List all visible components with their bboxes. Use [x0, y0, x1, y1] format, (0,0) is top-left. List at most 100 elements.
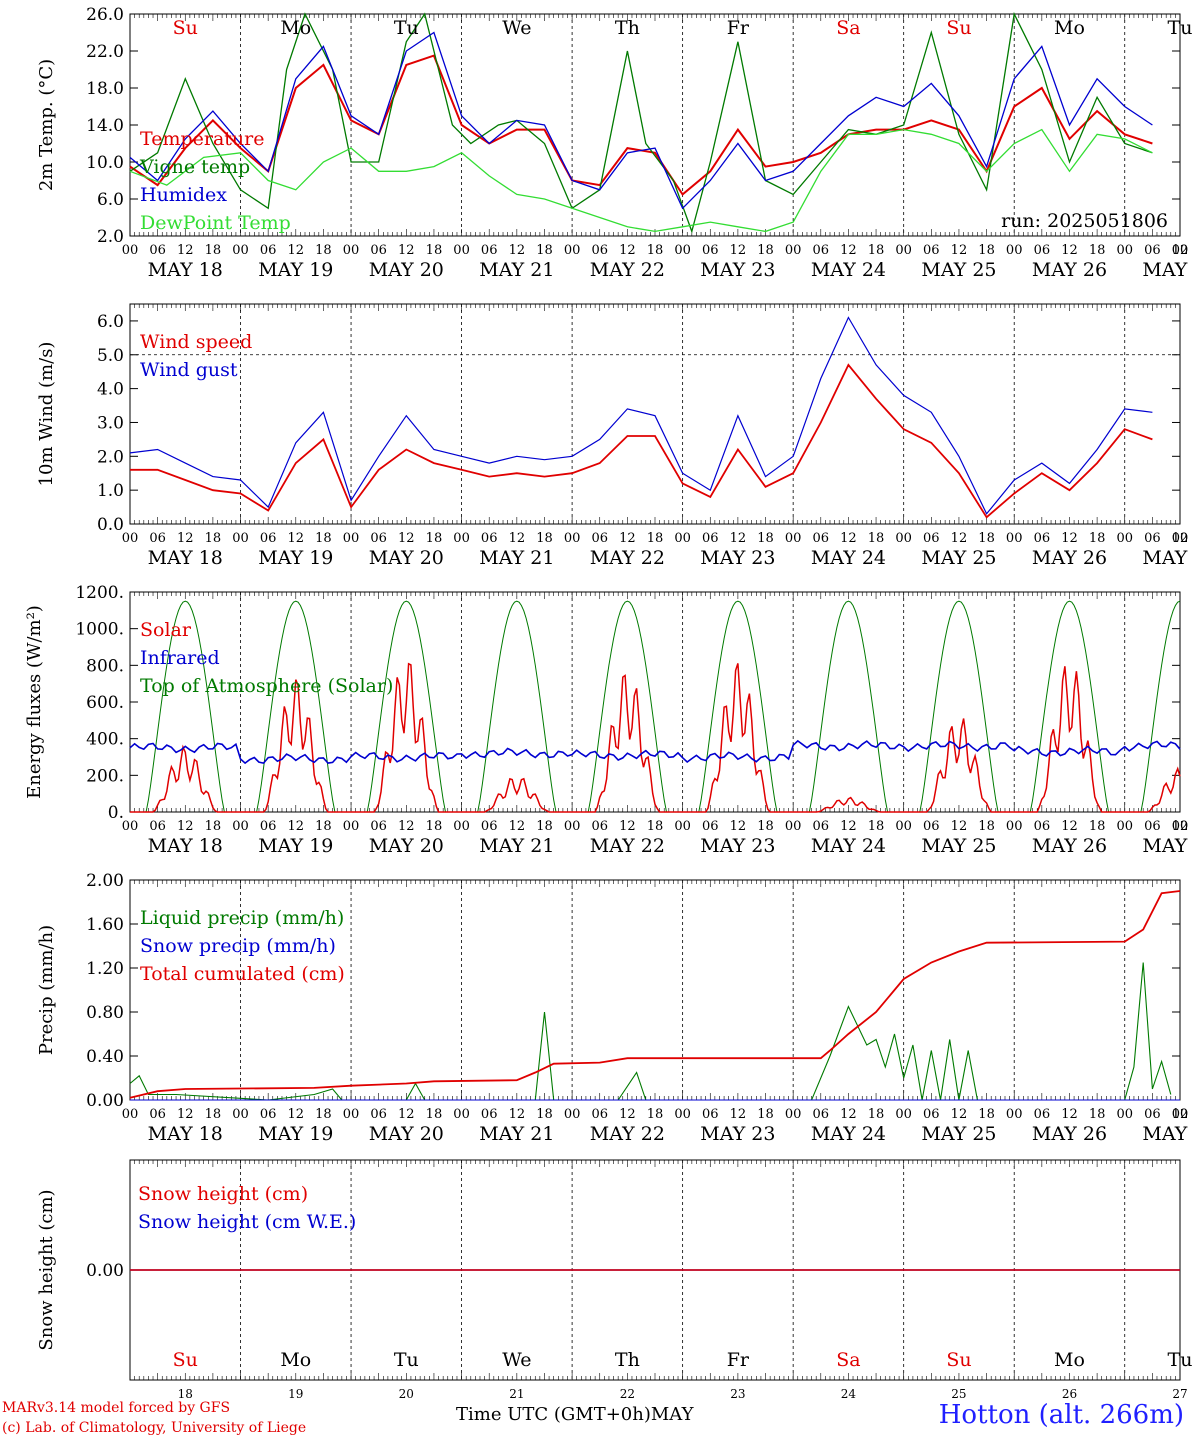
hour-label: 12 — [840, 819, 857, 834]
day-number: 26 — [1062, 1387, 1077, 1401]
day-letter: Su — [173, 17, 198, 39]
series-line — [129, 31, 1153, 210]
hour-label: 00 — [1006, 819, 1023, 834]
hour-label: 06 — [370, 819, 387, 834]
hour-label: 06 — [260, 819, 277, 834]
hour-label: 00 — [1116, 819, 1133, 834]
hour-label: 18 — [1089, 243, 1106, 258]
date-label: MAY 22 — [590, 547, 665, 569]
date-label: MAY 23 — [700, 1123, 775, 1145]
hour-label: 18 — [978, 531, 995, 546]
lab-credit: (c) Lab. of Climatology, University of L… — [2, 1420, 307, 1436]
legend-entry: Wind gust — [140, 359, 238, 381]
hour-label: 18 — [205, 243, 222, 258]
hour-label: 06 — [702, 819, 719, 834]
legend-entry: Total cumulated (cm) — [140, 963, 345, 985]
hour-label: 12 — [177, 819, 194, 834]
day-letter: Su — [173, 1349, 198, 1371]
hour-label: 12 — [509, 1107, 526, 1122]
hour-label: 06 — [1034, 243, 1051, 258]
hour-label: 06 — [591, 243, 608, 258]
hour-label: 12 — [509, 531, 526, 546]
date-label: MAY 22 — [590, 1123, 665, 1145]
hour-label: 00 — [1172, 243, 1189, 258]
date-label: MAY 26 — [1032, 1123, 1107, 1145]
panel-1-frame — [129, 303, 1181, 525]
hour-label: 00 — [785, 243, 802, 258]
date-label: MAY 24 — [811, 547, 886, 569]
hour-label: 06 — [481, 1107, 498, 1122]
hour-label: 00 — [1172, 1107, 1189, 1122]
day-letter: Tu — [394, 17, 419, 39]
series-line — [130, 600, 1181, 813]
date-label: MAY 20 — [369, 835, 444, 857]
hour-label: 12 — [840, 531, 857, 546]
legend-entry: Infrared — [140, 647, 220, 669]
hour-label: 00 — [453, 1107, 470, 1122]
hour-label: 06 — [923, 1107, 940, 1122]
hour-label: 00 — [232, 243, 249, 258]
y-tick-label: 1.20 — [86, 959, 124, 979]
hour-label: 12 — [288, 531, 305, 546]
hour-label: 00 — [1172, 531, 1189, 546]
hour-label: 00 — [122, 819, 139, 834]
hour-label: 12 — [1172, 1107, 1189, 1122]
hour-label: 00 — [1006, 531, 1023, 546]
y-axis-label: Precip (mm/h) — [36, 925, 57, 1055]
y-tick-label: 14.0 — [86, 116, 124, 136]
hour-label: 00 — [1116, 243, 1133, 258]
y-tick-label: 2.00 — [86, 871, 124, 891]
day-letter: We — [502, 17, 531, 39]
hour-label: 18 — [868, 243, 885, 258]
hour-label: 06 — [813, 1107, 830, 1122]
series-line — [129, 316, 1153, 515]
date-label: MAY 22 — [590, 835, 665, 857]
hour-label: 18 — [426, 243, 443, 258]
y-tick-label: 0. — [108, 803, 124, 823]
hour-label: 12 — [1061, 531, 1078, 546]
hour-label: 06 — [149, 1107, 166, 1122]
hour-label: 06 — [813, 531, 830, 546]
series-line — [129, 890, 1181, 1099]
hour-label: 18 — [647, 243, 664, 258]
date-label: MAY 18 — [148, 1123, 223, 1145]
date-label: MAY 21 — [479, 1123, 554, 1145]
hour-label: 18 — [868, 531, 885, 546]
y-axis-label: Energy fluxes (W/m²) — [24, 605, 45, 799]
hour-label: 18 — [757, 531, 774, 546]
date-label: MAY 21 — [479, 835, 554, 857]
hour-label: 18 — [757, 1107, 774, 1122]
hour-label: 12 — [1061, 819, 1078, 834]
y-tick-label: 1.60 — [86, 915, 124, 935]
date-label: MAY 24 — [811, 1123, 886, 1145]
hour-label: 00 — [453, 531, 470, 546]
day-number: 24 — [841, 1387, 857, 1401]
y-tick-label: 1200. — [75, 583, 124, 603]
date-label: MAY 24 — [811, 835, 886, 857]
day-number: 21 — [509, 1387, 524, 1401]
hour-label: 12 — [1172, 531, 1189, 546]
day-letter: Sa — [836, 17, 860, 39]
hour-label: 06 — [813, 819, 830, 834]
hour-label: 12 — [1061, 243, 1078, 258]
hour-label: 00 — [674, 819, 691, 834]
hour-label: 00 — [122, 1107, 139, 1122]
series-line — [129, 128, 1153, 233]
hour-label: 18 — [1089, 1107, 1106, 1122]
y-tick-label: 200. — [86, 766, 124, 786]
y-axis-label: 2m Temp. (°C) — [36, 59, 57, 191]
hour-label: 00 — [564, 243, 581, 258]
series-line — [129, 962, 1172, 1101]
hour-label: 18 — [868, 819, 885, 834]
hour-label: 12 — [509, 243, 526, 258]
hour-label: 12 — [730, 1107, 747, 1122]
date-label: MAY 27 — [1142, 1123, 1194, 1145]
hour-label: 12 — [288, 1107, 305, 1122]
legend-entry: Wind speed — [140, 331, 252, 353]
hour-label: 00 — [343, 1107, 360, 1122]
date-label: MAY 18 — [148, 547, 223, 569]
y-tick-label: 0.80 — [86, 1003, 124, 1023]
hour-label: 12 — [730, 819, 747, 834]
hour-label: 18 — [205, 819, 222, 834]
